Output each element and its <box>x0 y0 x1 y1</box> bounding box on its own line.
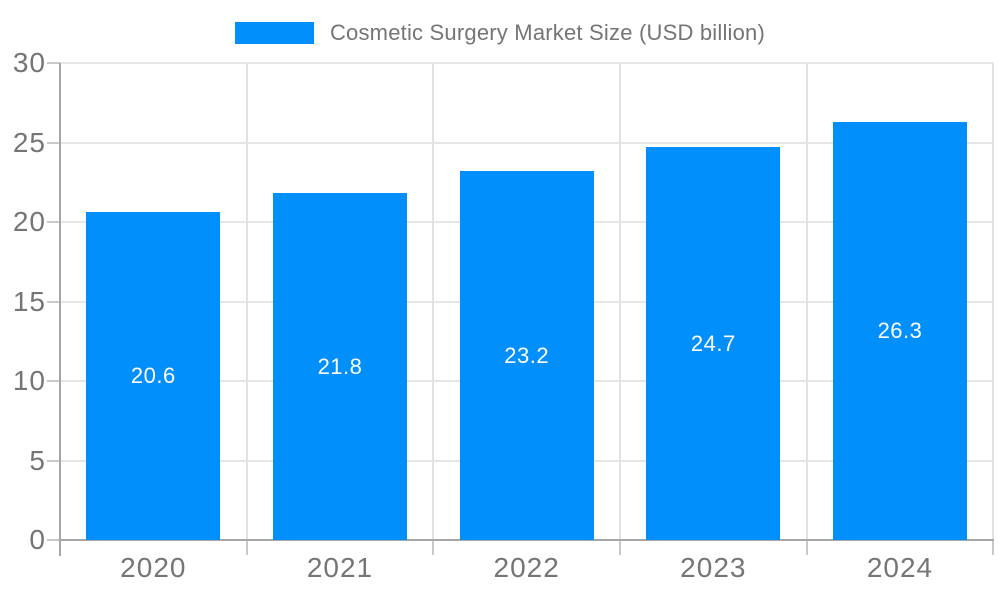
bar-value-label: 20.6 <box>130 363 176 389</box>
y-axis-tick <box>47 221 60 223</box>
y-gridline <box>60 141 994 144</box>
x-gridline <box>805 63 808 540</box>
y-axis-tick <box>47 141 60 144</box>
bar-value-label: 21.8 <box>317 353 363 379</box>
x-gridline <box>992 63 995 540</box>
y-axis-tick-label: 0 <box>29 524 46 555</box>
bar[interactable]: 20.6 <box>86 212 221 540</box>
legend-series-label: Cosmetic Surgery Market Size (USD billio… <box>329 20 766 45</box>
bar-value-label: 24.7 <box>690 330 736 356</box>
bar[interactable]: 24.7 <box>646 147 781 540</box>
x-gridline <box>432 63 435 540</box>
y-axis-tick-label: 20 <box>12 206 46 237</box>
y-axis-tick <box>47 539 60 541</box>
y-axis-tick <box>47 459 60 462</box>
x-axis-category-label: 2024 <box>866 552 934 583</box>
legend[interactable]: Cosmetic Surgery Market Size (USD billio… <box>0 18 1000 48</box>
bar[interactable]: 21.8 <box>272 193 407 540</box>
legend-swatch-icon <box>234 22 314 44</box>
x-axis-tick <box>992 541 995 555</box>
x-axis-category-label: 2020 <box>120 552 187 583</box>
y-axis-tick-label: 10 <box>12 365 46 396</box>
bar[interactable]: 26.3 <box>832 121 967 540</box>
bar-value-label: 26.3 <box>877 317 923 343</box>
x-axis-line <box>59 539 995 541</box>
x-axis-category-label: 2021 <box>306 552 374 583</box>
x-gridline <box>618 63 621 540</box>
x-axis-category-label: 2023 <box>680 552 747 583</box>
bar-value-label: 23.2 <box>504 342 550 368</box>
y-axis-tick <box>47 62 60 64</box>
y-axis-tick-label: 25 <box>12 126 46 158</box>
x-axis-tick <box>432 541 435 555</box>
y-axis-tick-label: 15 <box>12 285 46 317</box>
x-axis-tick <box>245 541 248 555</box>
y-axis-tick <box>47 300 60 303</box>
y-axis-tick-label: 5 <box>29 444 46 476</box>
y-axis-tick-label: 30 <box>12 47 46 78</box>
x-axis-category-label: 2022 <box>493 552 560 583</box>
bar[interactable]: 23.2 <box>459 171 594 540</box>
y-axis-tick <box>47 380 60 382</box>
x-axis-tick <box>805 541 808 555</box>
x-gridline <box>245 63 248 540</box>
y-gridline <box>60 62 994 64</box>
y-axis-line <box>59 63 61 556</box>
x-axis-tick <box>618 541 621 555</box>
